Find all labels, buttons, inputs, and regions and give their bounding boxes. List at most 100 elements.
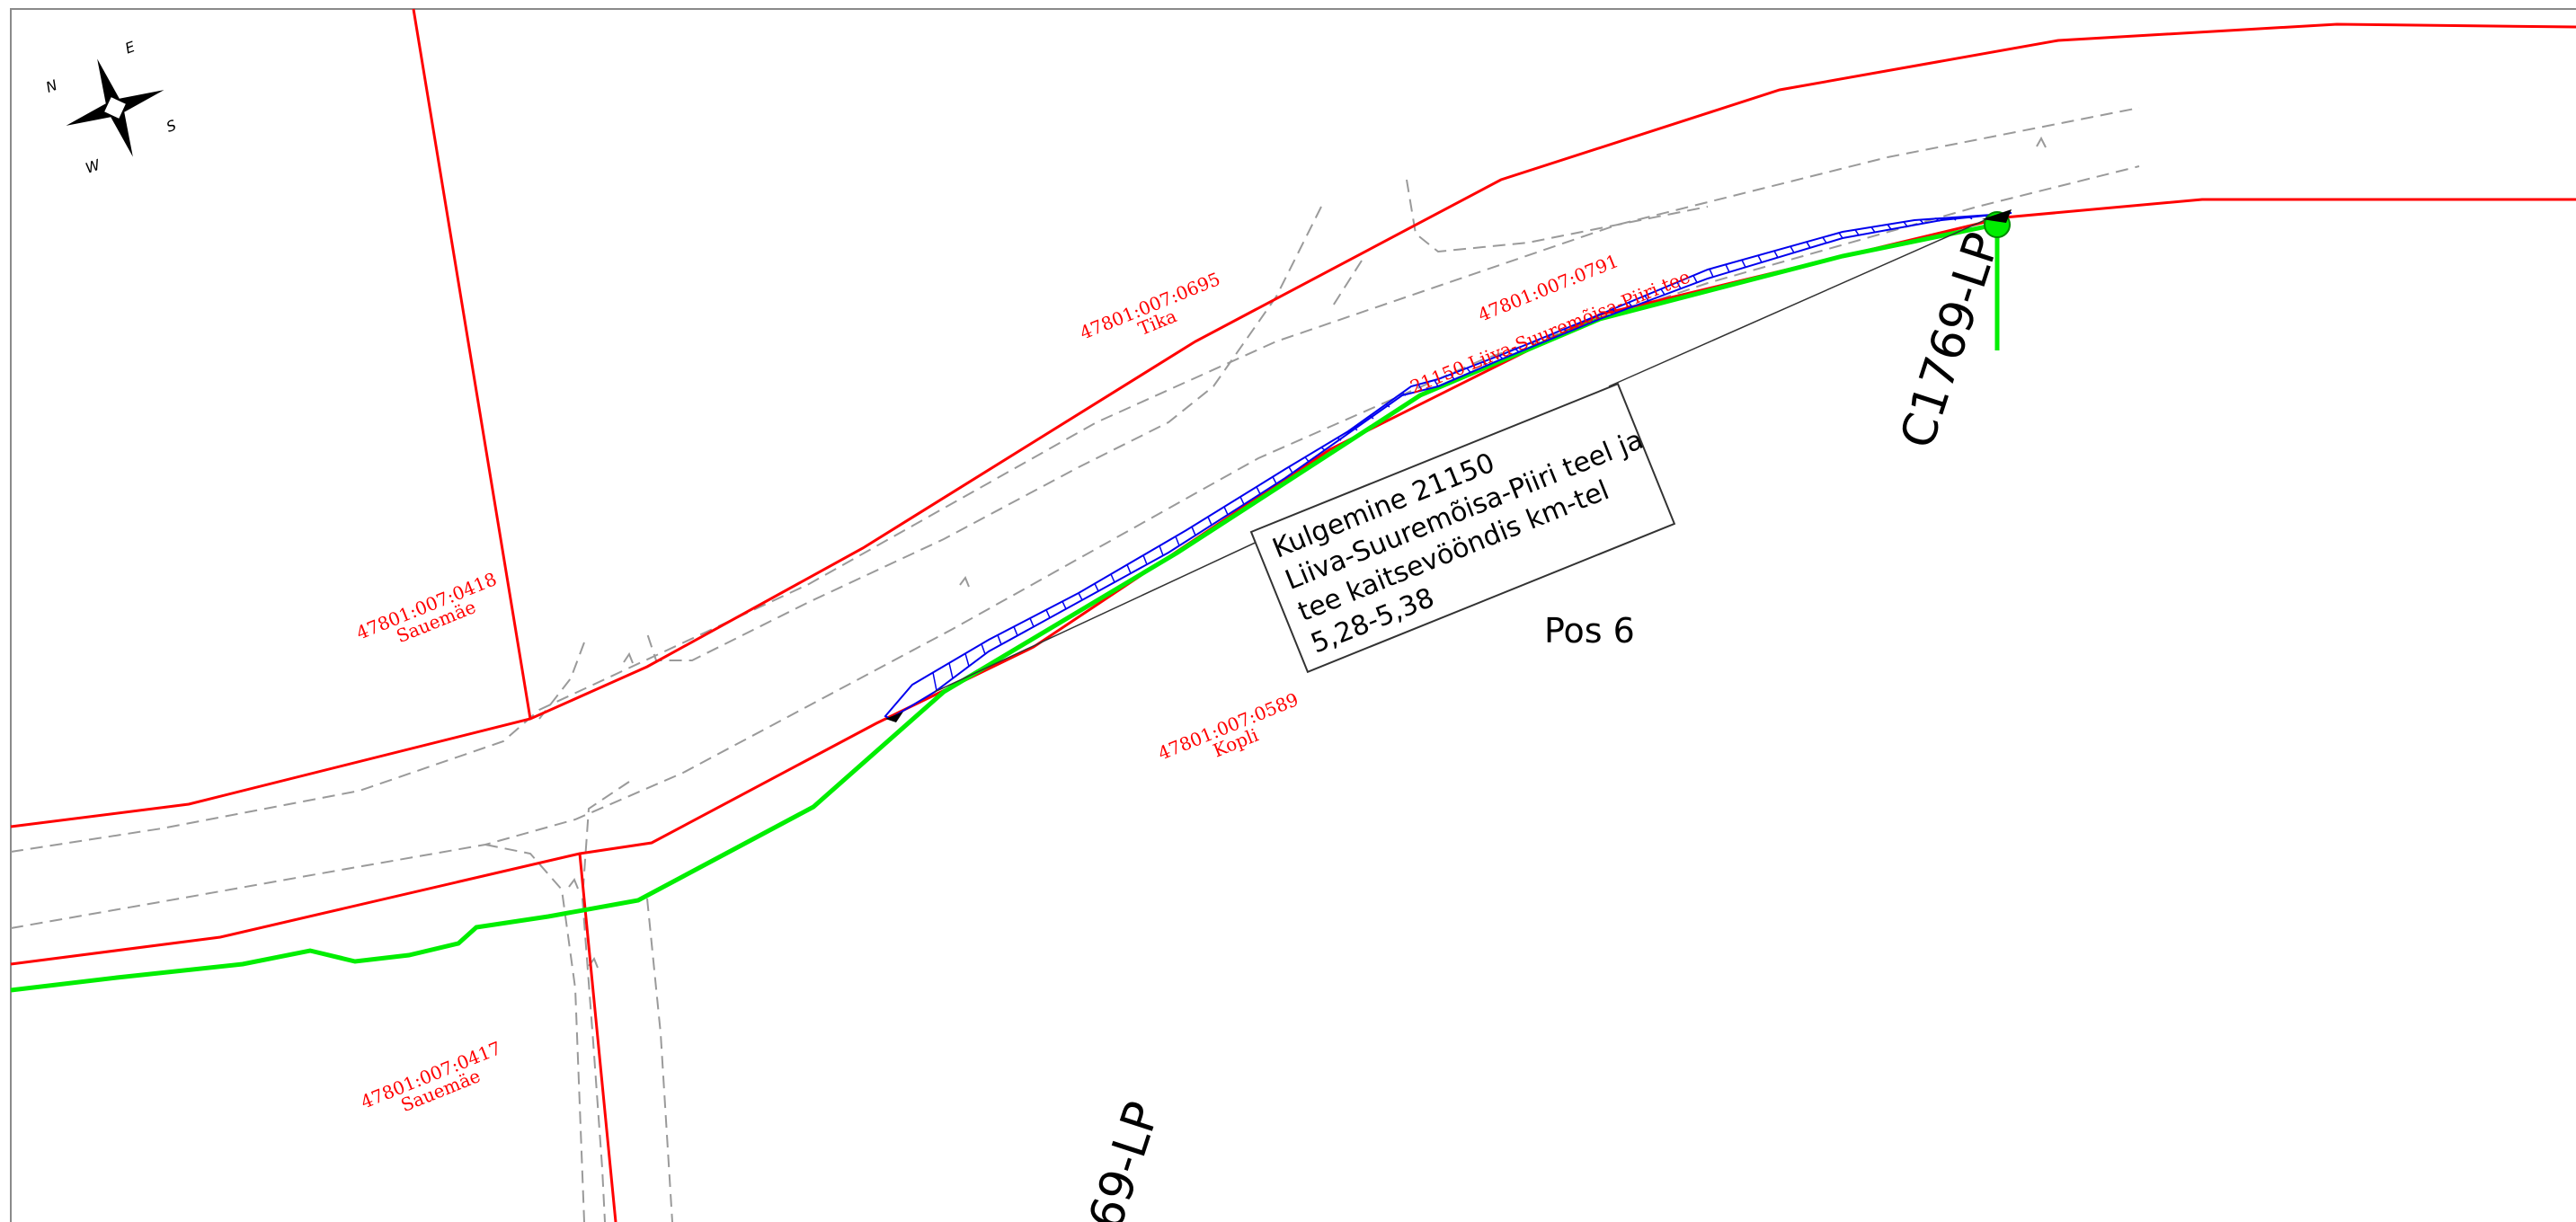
hatch-line (1547, 335, 1552, 340)
parcel-boundary-north (10, 22, 2576, 828)
parcel-label-0417: 47801:007:0417 Sauemäe (358, 1037, 504, 1116)
hatch-line (1239, 496, 1245, 505)
hatch-line (1919, 219, 1924, 225)
hatch-line (1692, 275, 1698, 283)
compass-arm-e (115, 90, 164, 112)
hatch-line (1854, 229, 1860, 236)
hatch-line (1401, 392, 1407, 396)
compass-center (102, 94, 129, 121)
hatch-line (1320, 447, 1326, 451)
hatch-line (1725, 264, 1730, 273)
hatch-line (1256, 486, 1261, 495)
hatch-line (1579, 322, 1585, 326)
hatch-line (1078, 592, 1083, 601)
hatch-line (1434, 379, 1439, 387)
road-edge-side-2 (1329, 260, 1363, 311)
compass-arm-w (66, 103, 115, 126)
callout-leader-left (934, 538, 1264, 693)
hatch-line (1741, 260, 1746, 268)
hatch-line (1951, 217, 1957, 221)
hatch-line (1013, 626, 1018, 636)
road-edge-side-7 (646, 898, 673, 1222)
hatch-line (1417, 384, 1423, 391)
hatch-line (1838, 232, 1843, 239)
road-arrow (623, 651, 634, 664)
parcel-boundary-vertical-north (412, 8, 532, 720)
hatch-line (1660, 288, 1666, 296)
hatch-line (1757, 254, 1763, 263)
parcel-boundaries (10, 8, 2576, 1222)
hatch-line (1709, 269, 1714, 278)
hatch-line (1822, 236, 1827, 244)
hatch-line (1806, 241, 1811, 249)
hatch-lines (932, 214, 1989, 691)
drawing-frame (10, 8, 2576, 1222)
road-edge-south (10, 165, 2140, 929)
hatch-line (1887, 224, 1892, 230)
hatch-line (1903, 221, 1908, 227)
hatched-zone-start-arrow (885, 712, 903, 722)
pole-label-top: C1769-LP (1890, 226, 2011, 455)
hatch-line (1515, 348, 1520, 353)
road-edge-side-6 (484, 844, 585, 1222)
hatch-line (1870, 226, 1876, 233)
parcel-boundary-south (10, 198, 2576, 966)
parcel-label-0791: 47801:007:0791 21150 Liiva-Suuremõisa-Pi… (1407, 250, 1692, 398)
hatch-line (964, 653, 970, 667)
hatch-line (1094, 583, 1099, 592)
hatch-line (1207, 516, 1212, 526)
compass-label-e: E (123, 38, 138, 58)
hatch-line (1142, 554, 1148, 565)
hatch-line (1450, 374, 1455, 380)
hatch-line (1159, 545, 1164, 556)
pole-arrow (1982, 209, 2012, 223)
hatch-line (1385, 403, 1390, 408)
compass-arm-n (97, 58, 120, 108)
callout-leader-right (1608, 217, 1992, 387)
hatch-line (1191, 527, 1196, 536)
road-arrow (959, 575, 970, 588)
hatch-line (948, 662, 954, 679)
callout-leaders (934, 217, 1992, 693)
hatch-line (1272, 476, 1277, 484)
hatch-line (1304, 456, 1310, 463)
hatch-line (1029, 617, 1035, 627)
hatch-line (1126, 564, 1132, 574)
hatch-line (1968, 216, 1973, 220)
compass-label-n: N (43, 76, 59, 96)
cable-route-main (10, 220, 2005, 993)
hatch-line (1790, 245, 1795, 253)
parcel-boundary-vertical-south (578, 853, 617, 1222)
hatch-line (1288, 466, 1293, 474)
compass-arm-s (111, 108, 133, 157)
hatch-line (1628, 302, 1633, 307)
compass-rose (66, 58, 164, 157)
hatch-line (997, 634, 1002, 645)
hatch-line (1935, 217, 1941, 222)
pole-label-bottom: 69-LP (1079, 1095, 1170, 1222)
hatch-line (1612, 308, 1617, 314)
road-arrow (2036, 136, 2047, 148)
hatch-line (1498, 355, 1504, 359)
hatch-line (1676, 281, 1682, 289)
compass-label-s: S (164, 117, 178, 136)
road-edge-north (10, 107, 2140, 853)
hatch-line (1337, 437, 1342, 441)
hatch-line (1175, 536, 1180, 546)
hatch-line (1482, 361, 1488, 367)
hatch-line (981, 643, 986, 655)
position-label: Pos 6 (1544, 611, 1635, 651)
hatch-line (1369, 415, 1374, 420)
parcel-label-0695: 47801:007:0695 Tika (1077, 268, 1223, 344)
hatch-line (1563, 328, 1568, 333)
hatch-line (932, 672, 937, 691)
hatch-line (1773, 250, 1779, 258)
compass-label-w: W (83, 155, 102, 177)
road-edge-side-5 (581, 781, 630, 1222)
road-edges (10, 107, 2140, 1222)
hatch-line (1110, 573, 1115, 583)
cable-route (10, 220, 2005, 993)
road-arrow (568, 877, 579, 890)
parcel-label-0589: 47801:007:0589 Kopli (1155, 688, 1301, 765)
